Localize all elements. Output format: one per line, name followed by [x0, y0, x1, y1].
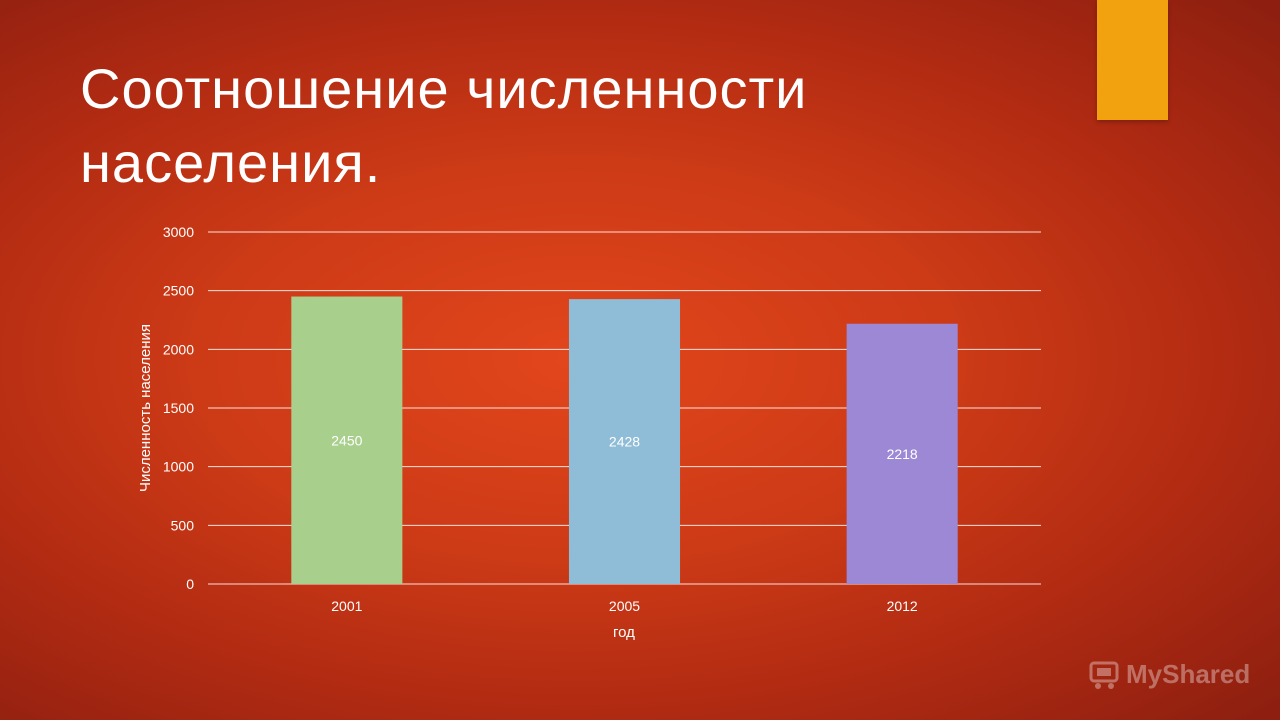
bars [291, 296, 958, 584]
y-tick-label: 0 [186, 576, 194, 592]
data-labels: 2450 2428 2218 [331, 432, 918, 462]
y-axis-ticks: 0 500 1000 1500 2000 2500 3000 [163, 224, 194, 592]
x-tick-label: 2012 [887, 598, 918, 614]
y-axis-title: Численность населения [137, 324, 154, 492]
bar-2001 [291, 296, 403, 584]
y-tick-label: 500 [171, 517, 195, 533]
slide-title: Соотношение численности населения. [80, 57, 808, 194]
shopping-cart-logo-icon [1089, 661, 1119, 689]
myshared-watermark: MyShared [1088, 656, 1250, 692]
bar-2012 [846, 323, 958, 584]
x-axis-ticks: 2001 2005 2012 [331, 598, 918, 614]
accent-block [1097, 0, 1168, 120]
y-tick-label: 1500 [163, 400, 194, 416]
data-label: 2450 [331, 432, 362, 448]
x-axis-title: год [613, 624, 635, 641]
bar-2005 [568, 299, 681, 584]
y-tick-label: 2000 [163, 341, 194, 357]
data-label: 2428 [609, 434, 640, 450]
y-tick-label: 3000 [163, 224, 194, 240]
y-tick-label: 2500 [163, 283, 194, 299]
y-tick-label: 1000 [163, 459, 194, 475]
x-tick-label: 2001 [331, 598, 362, 614]
data-label: 2218 [887, 446, 918, 462]
watermark-text: MyShared [1126, 658, 1251, 689]
x-tick-label: 2005 [609, 598, 640, 614]
